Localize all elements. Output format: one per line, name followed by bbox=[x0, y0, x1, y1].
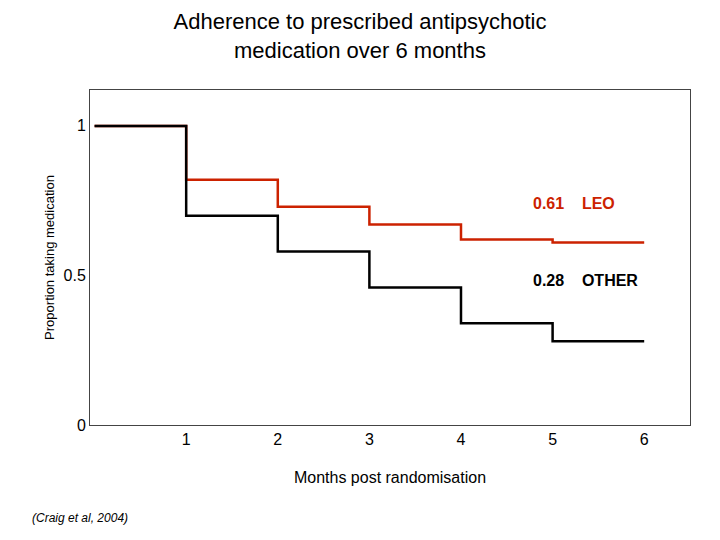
svg-text:4: 4 bbox=[457, 431, 466, 448]
svg-text:1: 1 bbox=[182, 431, 191, 448]
svg-text:Months post randomisation: Months post randomisation bbox=[294, 469, 486, 486]
svg-text:0.5: 0.5 bbox=[64, 267, 86, 284]
svg-text:3: 3 bbox=[365, 431, 374, 448]
svg-text:5: 5 bbox=[548, 431, 557, 448]
svg-text:Adherence to prescribed antips: Adherence to prescribed antipsychoticmed… bbox=[174, 9, 547, 63]
svg-text:(Craig et al, 2004): (Craig et al, 2004) bbox=[32, 511, 128, 525]
svg-text:Proportion taking medication: Proportion taking medication bbox=[42, 175, 57, 340]
svg-text:1: 1 bbox=[77, 117, 86, 134]
svg-text:0: 0 bbox=[77, 417, 86, 434]
svg-text:0.61 LEO: 0.61 LEO bbox=[533, 195, 615, 212]
svg-text:0.28 OTHER: 0.28 OTHER bbox=[533, 272, 638, 289]
svg-text:2: 2 bbox=[273, 431, 282, 448]
svg-text:6: 6 bbox=[640, 431, 649, 448]
